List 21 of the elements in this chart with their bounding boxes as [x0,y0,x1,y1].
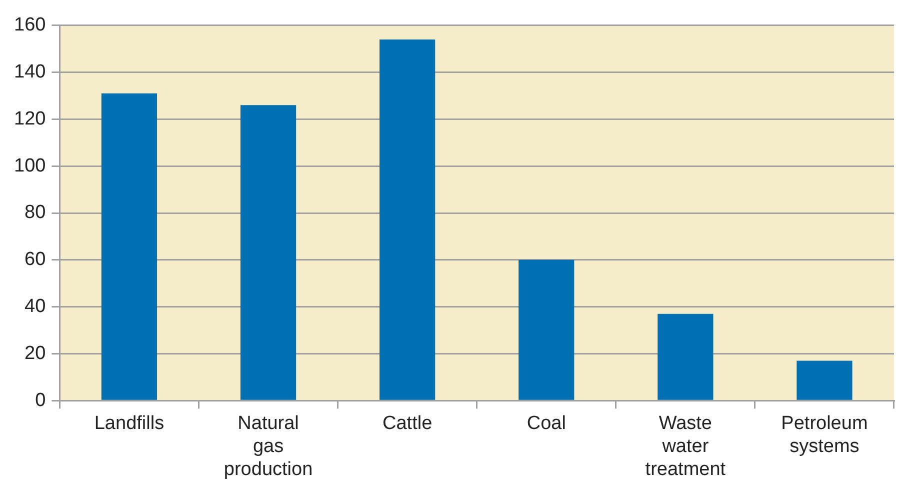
x-tick-label: Coal [526,413,566,434]
x-tick-label: Cattle [382,413,432,434]
x-tick-label: Natural gas production [224,413,313,480]
y-tick-label: 20 [24,342,46,364]
y-tick-label: 0 [35,390,46,411]
x-tick-label: Waste water treatment [645,413,726,480]
y-tick-label: 140 [14,62,46,83]
bar [101,93,158,400]
y-tick-label: 40 [24,296,46,318]
bar [658,314,714,400]
bar [380,39,436,400]
y-tick-label: 60 [24,249,46,270]
bar [796,360,852,400]
x-tick-label: Petroleum systems [781,413,868,458]
bar [518,260,574,400]
y-tick-label: 80 [24,202,46,224]
y-tick-label: 160 [14,14,46,36]
y-tick-label: 120 [14,108,46,130]
x-tick-label: Landfills [94,413,164,434]
bar [240,105,296,400]
y-tick-label: 100 [14,155,46,176]
